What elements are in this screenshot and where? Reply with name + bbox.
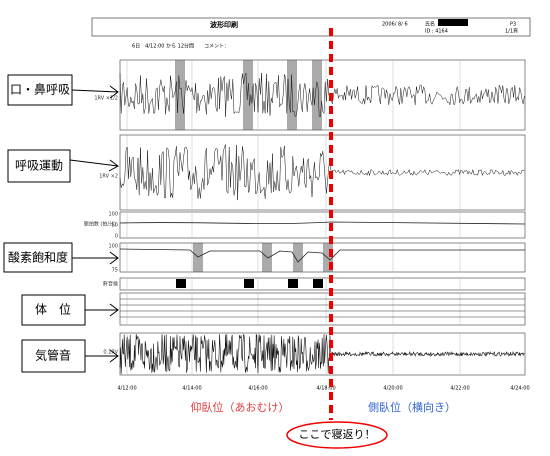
header-id: ID : 4164 <box>425 29 448 35</box>
axis-label: 50 <box>112 223 118 229</box>
annotation-boxes: 口・鼻呼吸 呼吸運動 酸素飽和度 体 位 気管音 <box>3 74 119 373</box>
header-box <box>91 17 531 37</box>
header-sheet: 1/1頁 <box>505 29 518 35</box>
time-label: 4/18:00 <box>316 386 335 392</box>
snore-block <box>176 279 186 288</box>
axis-label: 1RV ×1/2 <box>94 96 118 102</box>
lateral-label: 側臥位（横向き） <box>368 400 456 414</box>
apnea-band <box>312 60 322 130</box>
desat-band <box>323 243 333 272</box>
time-label: 4/14:00 <box>182 386 201 392</box>
label-box <box>7 74 73 106</box>
arrow <box>85 303 119 317</box>
header-date: 2006/ 8/ 6 <box>382 22 408 28</box>
label: 気管音 <box>35 348 71 363</box>
axis-label: 100 <box>108 212 118 218</box>
axis-label: 1RV ×2 <box>99 174 118 180</box>
arrow <box>69 159 119 172</box>
apnea-band <box>243 60 253 130</box>
time-label: 4/12:00 <box>117 386 136 392</box>
supine-label: 仰臥位（あおむけ） <box>191 400 290 414</box>
snore-block <box>244 279 254 288</box>
time-label: 4/22:00 <box>450 386 469 392</box>
axis-label: 脈拍数 (拍/分) <box>84 221 116 228</box>
header-title: 波形印刷 <box>210 20 238 29</box>
time-label: 4/20:00 <box>383 386 402 392</box>
header-page: P3 <box>510 22 516 28</box>
waveform <box>119 72 525 118</box>
spo2-trace <box>119 248 525 263</box>
waveform <box>119 144 525 201</box>
label: 呼吸運動 <box>15 159 63 173</box>
label: 酸素飽和度 <box>8 250 68 265</box>
axis-label: 0 <box>115 234 118 240</box>
desat-band <box>293 243 303 272</box>
panel <box>119 332 526 376</box>
panel <box>119 292 526 326</box>
axis-label: 鼾音検 <box>103 281 118 288</box>
label-box <box>21 294 86 326</box>
label-box <box>21 339 86 373</box>
panel <box>119 277 526 291</box>
desat-band <box>193 243 203 272</box>
panel <box>119 211 526 239</box>
panel <box>119 134 526 211</box>
turn-callout <box>286 421 388 449</box>
label-box <box>3 242 73 273</box>
panel <box>119 242 526 273</box>
axis-label: 0.1RV <box>103 350 118 356</box>
arrow <box>85 349 119 363</box>
apnea-band <box>175 60 185 130</box>
snore-block <box>313 279 323 288</box>
label-box <box>7 149 71 183</box>
arrow <box>72 251 119 265</box>
axis-label: 75 <box>112 268 118 274</box>
redaction <box>438 19 468 26</box>
axis-label: 100 <box>108 244 118 250</box>
time-label: 4/24:00 <box>510 386 529 392</box>
waveform <box>119 333 525 374</box>
label: 口・鼻呼吸 <box>10 82 70 97</box>
header-name: 氏名 <box>425 21 435 28</box>
apnea-band <box>287 60 297 130</box>
panels: 1RV ×1/2 1RV ×2 脈拍数 (拍/分) 100 50 0 100 75 鼾音検 0.1… <box>84 59 530 392</box>
snore-block <box>288 279 298 288</box>
label: 体 位 <box>35 302 71 317</box>
time-label: 4/16:00 <box>248 386 267 392</box>
turn-text: ここで寝返り！ <box>299 427 376 441</box>
pulse-trace <box>119 221 526 225</box>
panel <box>119 59 526 131</box>
subtitle: 6日 4/12:00 から 12分間 コメント： <box>132 43 229 50</box>
arrow <box>71 85 119 99</box>
